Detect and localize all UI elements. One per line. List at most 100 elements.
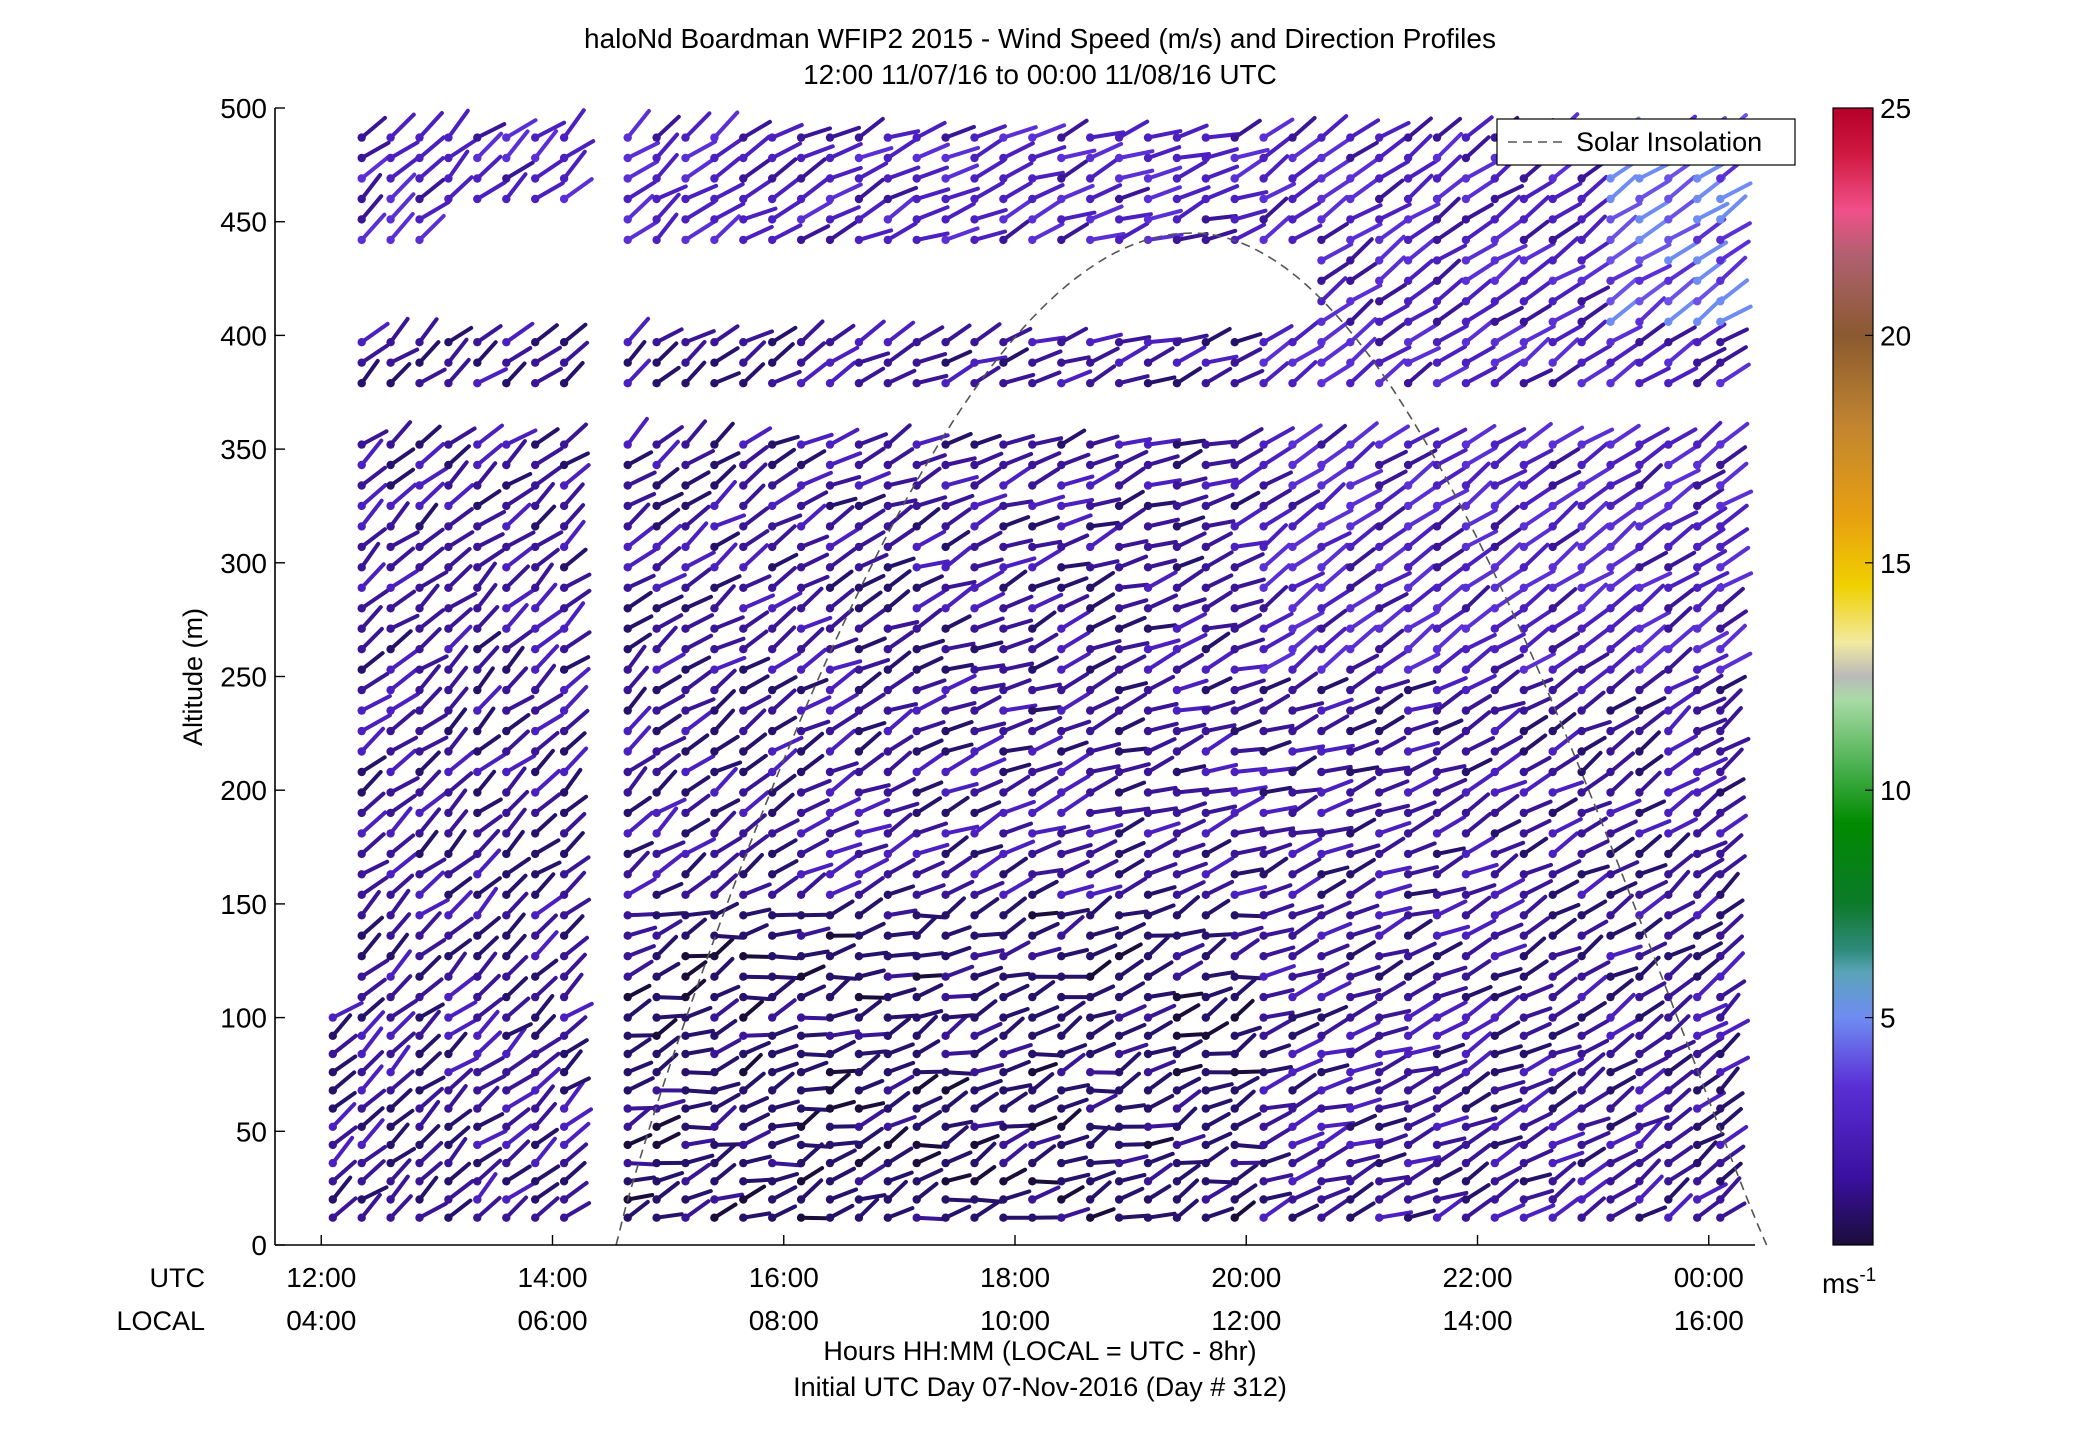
wind-barb-point bbox=[1693, 359, 1701, 367]
wind-barb-point bbox=[1202, 727, 1210, 735]
wind-barb-point bbox=[1173, 1013, 1181, 1021]
wind-barb-point bbox=[1491, 584, 1499, 592]
wind-barb-point bbox=[710, 584, 718, 592]
colorbar-unit-exponent: -1 bbox=[1859, 1265, 1876, 1286]
wind-barb-point bbox=[1375, 788, 1383, 796]
wind-barb-point bbox=[1577, 788, 1585, 796]
wind-barb-point bbox=[1346, 379, 1354, 387]
wind-barb-point bbox=[560, 1104, 568, 1112]
wind-barb-point bbox=[1693, 543, 1701, 551]
wind-barb-point bbox=[652, 195, 660, 203]
wind-barb-point bbox=[502, 1086, 510, 1094]
wind-barb-point bbox=[1346, 563, 1354, 571]
wind-barb-point bbox=[1693, 236, 1701, 244]
wind-barb-point bbox=[1231, 952, 1239, 960]
wind-barb-point bbox=[1375, 666, 1383, 674]
wind-barb-point bbox=[1716, 1195, 1724, 1203]
wind-barb-point bbox=[1491, 625, 1499, 633]
wind-barb-point bbox=[1346, 932, 1354, 940]
wind-barb-point bbox=[710, 747, 718, 755]
y-tick-label: 100 bbox=[220, 1003, 267, 1034]
wind-barb-point bbox=[624, 1068, 632, 1076]
wind-barb-point bbox=[329, 1104, 337, 1112]
wind-barb-point bbox=[1202, 604, 1210, 612]
wind-barb-point bbox=[1317, 543, 1325, 551]
wind-barb-point bbox=[473, 440, 481, 448]
wind-barb-point bbox=[768, 747, 776, 755]
wind-barb-point bbox=[560, 973, 568, 981]
wind-barb-point bbox=[1057, 788, 1065, 796]
wind-barb-point bbox=[1606, 461, 1614, 469]
wind-barb-point bbox=[1317, 584, 1325, 592]
wind-barb-point bbox=[473, 481, 481, 489]
wind-barb-point bbox=[444, 1177, 452, 1185]
wind-barb-point bbox=[797, 993, 805, 1001]
wind-barb-point bbox=[1086, 563, 1094, 571]
wind-barb-point bbox=[1346, 706, 1354, 714]
wind-barb-point bbox=[913, 1086, 921, 1094]
wind-barb-point bbox=[970, 870, 978, 878]
wind-barb-point bbox=[624, 215, 632, 223]
wind-barb-point bbox=[1086, 154, 1094, 162]
wind-barb-point bbox=[1173, 625, 1181, 633]
wind-barb-point bbox=[1462, 461, 1470, 469]
wind-barb-point bbox=[1375, 850, 1383, 858]
legend: Solar Insolation bbox=[1497, 119, 1795, 165]
wind-barb-point bbox=[1259, 440, 1267, 448]
wind-barb-point bbox=[1231, 727, 1239, 735]
wind-barb-point bbox=[1404, 1214, 1412, 1222]
wind-barb-point bbox=[681, 174, 689, 182]
wind-barb-point bbox=[652, 563, 660, 571]
wind-barb-point bbox=[1491, 1177, 1499, 1185]
wind-barb-point bbox=[444, 563, 452, 571]
wind-barb-point bbox=[913, 236, 921, 244]
wind-barb-point bbox=[739, 1104, 747, 1112]
wind-barb-point bbox=[1549, 584, 1557, 592]
wind-barb-point bbox=[710, 1104, 718, 1112]
wind-barb-point bbox=[999, 1214, 1007, 1222]
wind-barb-point bbox=[768, 379, 776, 387]
wind-barb-point bbox=[710, 1159, 718, 1167]
wind-barb-point bbox=[826, 1195, 834, 1203]
wind-barb-point bbox=[1404, 645, 1412, 653]
wind-barb-point bbox=[999, 1141, 1007, 1149]
wind-barb-point bbox=[652, 359, 660, 367]
wind-barb-point bbox=[1664, 747, 1672, 755]
wind-barb-point bbox=[884, 133, 892, 141]
wind-barb-point bbox=[1606, 338, 1614, 346]
wind-barb-point bbox=[502, 768, 510, 776]
wind-barb-point bbox=[1577, 338, 1585, 346]
wind-barb-point bbox=[1173, 379, 1181, 387]
wind-barb-point bbox=[1520, 440, 1528, 448]
wind-barb-point bbox=[1520, 1086, 1528, 1094]
wind-barb-point bbox=[970, 236, 978, 244]
wind-barb-point bbox=[826, 1159, 834, 1167]
wind-barb-point bbox=[473, 727, 481, 735]
wind-barb-point bbox=[358, 584, 366, 592]
wind-barb-point bbox=[560, 481, 568, 489]
wind-barb-point bbox=[1577, 256, 1585, 264]
wind-barb-point bbox=[1635, 1159, 1643, 1167]
wind-barb-point bbox=[1115, 133, 1123, 141]
wind-barb-point bbox=[624, 891, 632, 899]
wind-barb-point bbox=[1664, 870, 1672, 878]
wind-barb-point bbox=[1375, 563, 1383, 571]
wind-barb-point bbox=[1202, 236, 1210, 244]
wind-barb-point bbox=[624, 338, 632, 346]
wind-barb-point bbox=[1231, 686, 1239, 694]
wind-barb-point bbox=[999, 768, 1007, 776]
wind-barb-point bbox=[1404, 481, 1412, 489]
wind-barb-point bbox=[1028, 645, 1036, 653]
wind-barb-point bbox=[1549, 195, 1557, 203]
wind-barb-point bbox=[1144, 563, 1152, 571]
wind-barb-point bbox=[1549, 338, 1557, 346]
wind-barb-point bbox=[1057, 870, 1065, 878]
wind-barb-point bbox=[358, 829, 366, 837]
wind-barb-point bbox=[1577, 829, 1585, 837]
wind-barb-point bbox=[1635, 1123, 1643, 1131]
wind-barb-point bbox=[884, 1214, 892, 1222]
wind-barb-point bbox=[1433, 1013, 1441, 1021]
wind-barb-point bbox=[444, 502, 452, 510]
wind-barb-point bbox=[1144, 809, 1152, 817]
wind-barb-point bbox=[652, 870, 660, 878]
